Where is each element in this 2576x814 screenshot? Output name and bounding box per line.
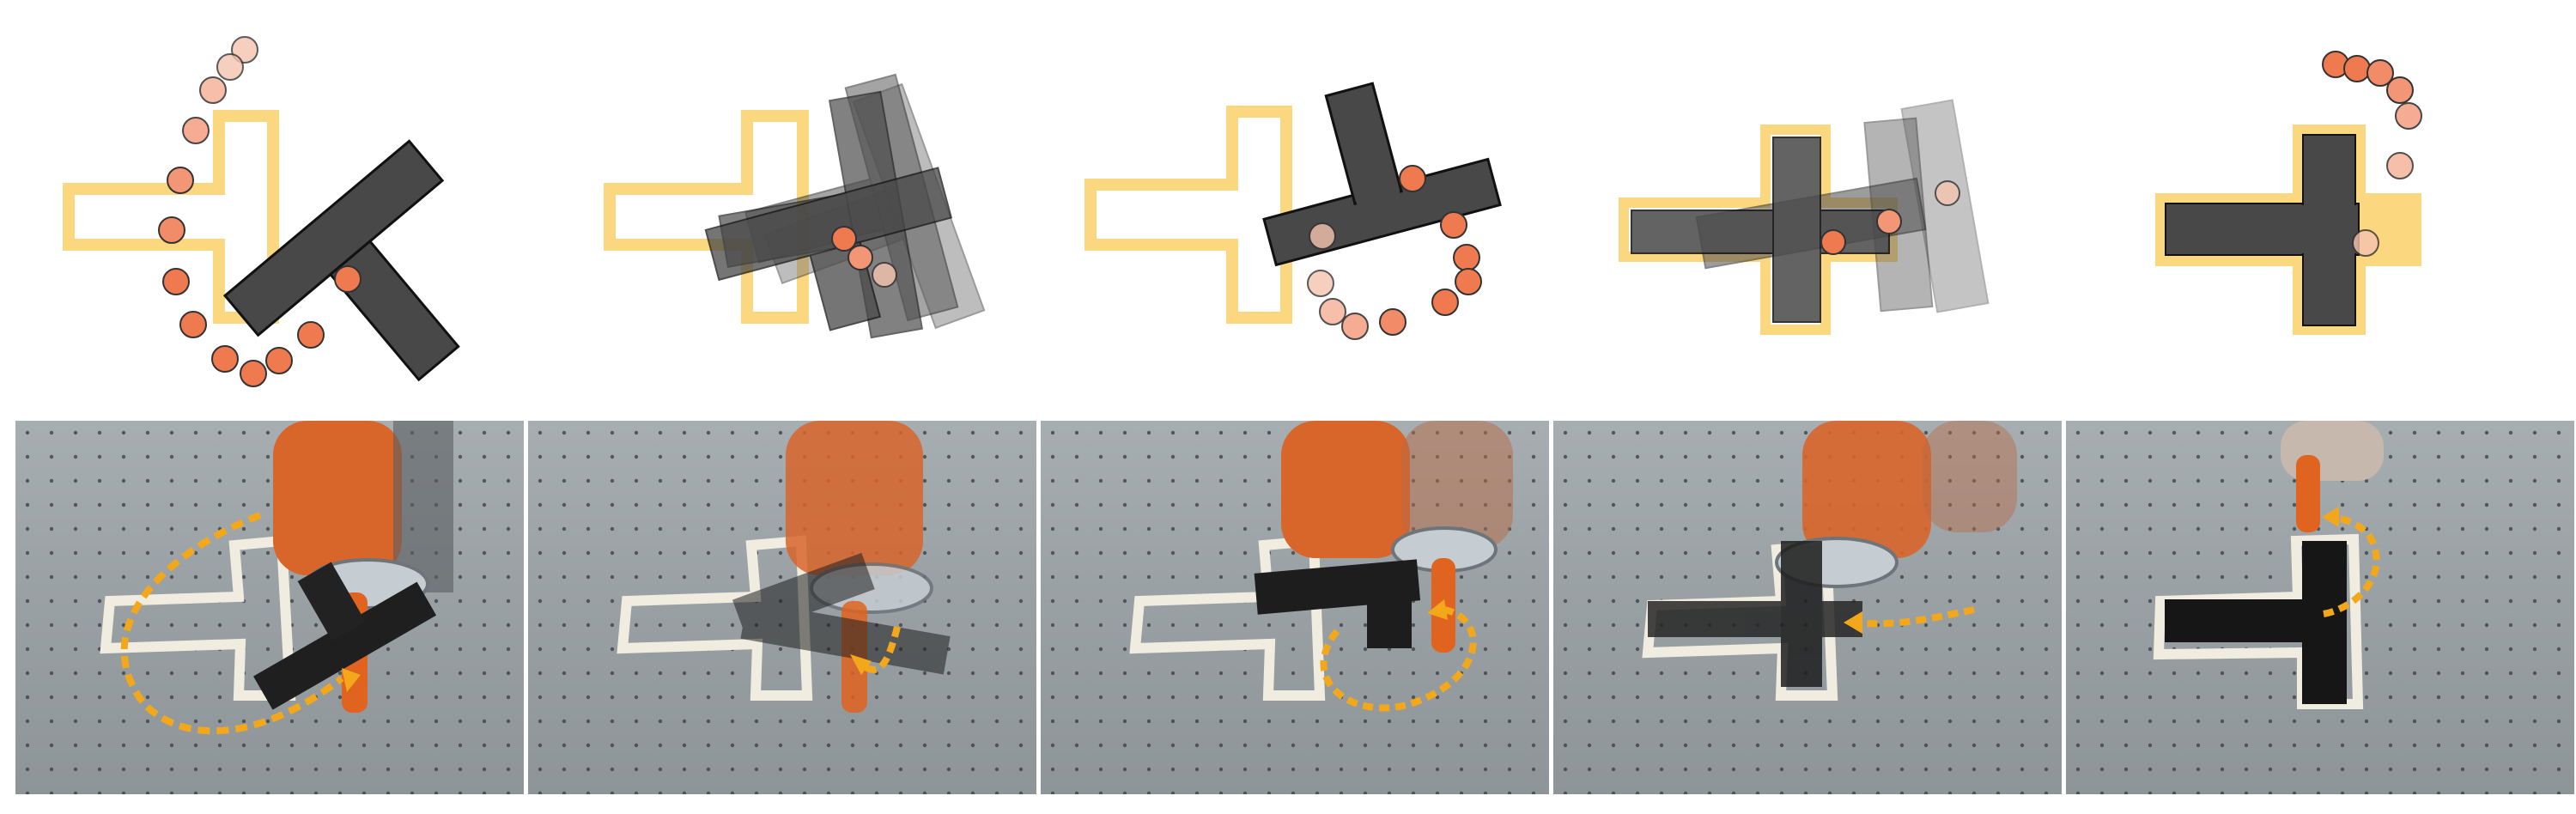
- arrow-head: [1427, 599, 1448, 620]
- t-block-photo: [732, 552, 951, 675]
- robot-arm-ghost: [1923, 421, 2017, 532]
- photo-panel-3: [1041, 421, 1549, 794]
- t-block-photo: [253, 562, 437, 710]
- trajectory-arrow: [1320, 606, 1477, 712]
- contact-points: [831, 226, 897, 288]
- robot-arm: [1802, 421, 1931, 558]
- arrow-head: [2322, 507, 2339, 527]
- contact-points: [2322, 51, 2422, 257]
- photo-svg-3: [1041, 421, 1549, 794]
- arrow-head: [850, 654, 872, 675]
- photo-panel-1: [15, 421, 524, 794]
- photo-svg-1: [15, 421, 524, 794]
- robot-arm: [273, 421, 402, 575]
- target-t-outline: [1084, 106, 1292, 324]
- t-block: [2165, 134, 2360, 326]
- t-block-photo: [1648, 541, 1862, 687]
- schematic-panel-5: [2061, 0, 2576, 412]
- robot-arm: [1281, 421, 1410, 558]
- tape-t-target: [1642, 539, 1838, 701]
- schematic-svg-2: [604, 73, 986, 339]
- target-t-outline: [604, 110, 809, 324]
- photo-svg-5: [2066, 421, 2574, 794]
- schematic-svg-5: [2155, 51, 2422, 335]
- photo-panel-2: [528, 421, 1036, 794]
- schematic-svg-4: [1619, 99, 1990, 335]
- trajectory-arrow: [860, 626, 901, 673]
- robot-arm: [786, 421, 923, 575]
- photo-svg-4: [1553, 421, 2062, 794]
- photo-panel-4: [1553, 421, 2062, 794]
- schematic-panel-3: [1030, 0, 1546, 412]
- trajectory-arrow: [1853, 606, 1975, 628]
- trajectory-arrow: [120, 512, 344, 735]
- t-block-photo: [2165, 541, 2347, 704]
- schematic-panel-2: [515, 0, 1030, 412]
- t-block: [222, 139, 460, 382]
- schematic-svg-1: [63, 36, 460, 387]
- contact-points: [158, 36, 361, 387]
- photo-panel-5: [2066, 421, 2574, 794]
- schematic-panel-4: [1546, 0, 2061, 412]
- schematic-panel-1: [0, 0, 515, 412]
- schematic-svg-3: [1084, 82, 1502, 340]
- trajectory-arrow: [2323, 513, 2380, 617]
- contact-points: [1820, 180, 1960, 255]
- robot-end-effector: [2296, 455, 2320, 532]
- t-block-photo: [1254, 559, 1421, 648]
- tape-t-target: [2153, 533, 2364, 709]
- arrow-head: [1844, 611, 1862, 634]
- tape-t-target: [617, 535, 813, 701]
- t-block: [1631, 137, 1890, 323]
- contact-points: [1307, 165, 1482, 340]
- robot-arm-ghost: [1401, 421, 1513, 550]
- photo-svg-2: [528, 421, 1036, 794]
- arrow-head: [342, 668, 361, 692]
